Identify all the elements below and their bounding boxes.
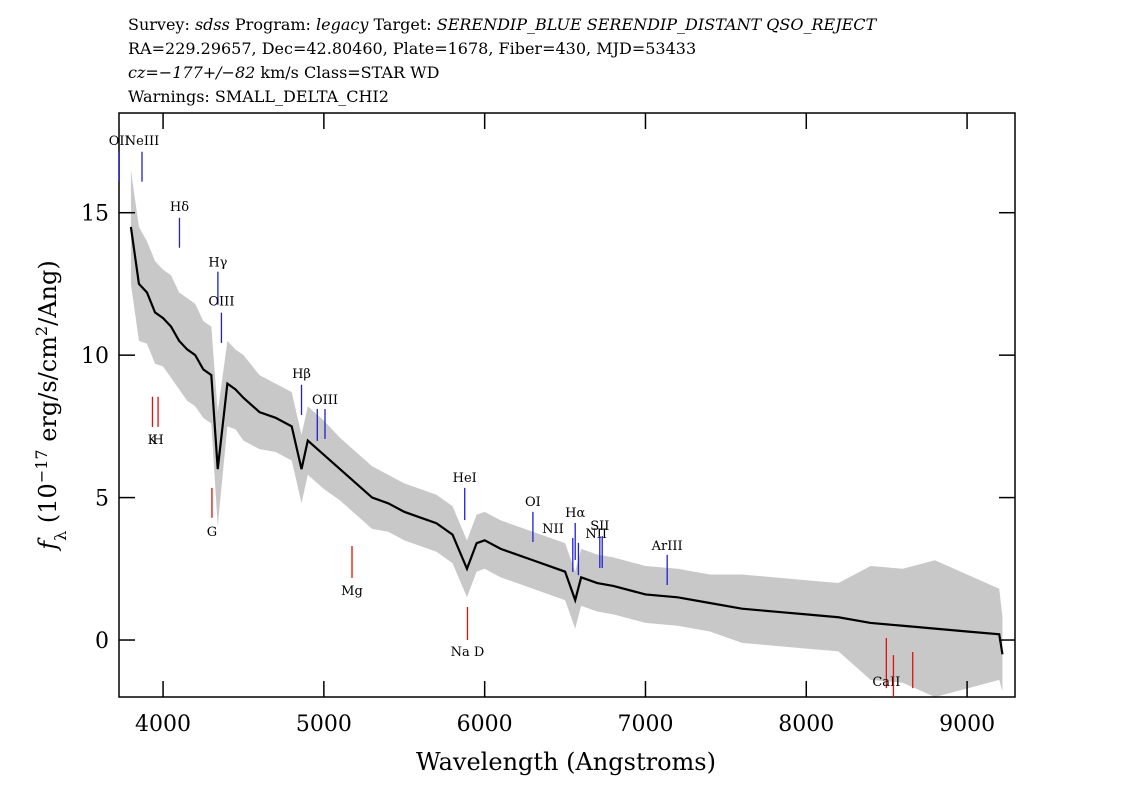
header-segment: km/s Class=STAR WD [255, 63, 439, 82]
spectral-line-label: SII [590, 519, 609, 534]
noise-band [130, 169, 1003, 697]
y-tick-label: 15 [81, 202, 109, 227]
x-tick-label: 9000 [939, 712, 995, 737]
flux-line [129, 226, 1004, 655]
y-axis-label-part: /Ang) [34, 260, 62, 326]
spectral-line-label: NII [542, 522, 564, 537]
spectral-line-label: K [148, 433, 158, 448]
spectral-line-label: NeIII [125, 134, 159, 149]
x-axis-label: Wavelength (Angstroms) [416, 748, 716, 776]
header-line: cz=−177+/−82 km/s Class=STAR WD [128, 63, 439, 82]
header-segment: SERENDIP_BLUE SERENDIP_DISTANT QSO_REJEC… [437, 15, 878, 34]
plot-area [129, 169, 1004, 697]
x-tick-label: 6000 [457, 712, 513, 737]
header-segment: legacy [316, 15, 369, 34]
header-segment: Survey: [128, 15, 195, 34]
spectral-line-label: Hδ [170, 200, 189, 215]
x-tick-label: 4000 [135, 712, 191, 737]
y-axis-label-part: −17 [32, 449, 51, 483]
header-segment: RA=229.29657, Dec=42.80460, Plate=1678, … [128, 39, 696, 58]
header-segment: cz=−177+/−82 [128, 63, 255, 82]
spectral-line-label: Hβ [292, 367, 311, 382]
spectral-line-label: H [152, 433, 163, 448]
y-tick-label: 0 [95, 629, 109, 654]
y-tick-label: 10 [81, 344, 109, 369]
spectral-line-label: ArIII [651, 539, 683, 554]
spectral-line-label: Mg [341, 584, 363, 599]
y-axis-label-part: erg/s/cm [34, 336, 62, 450]
header-segment: Target: [368, 15, 436, 34]
header-segment: sdss [195, 15, 230, 34]
spectral-line-label: Na D [451, 645, 485, 660]
header-line: Warnings: SMALL_DELTA_CHI2 [128, 87, 389, 106]
header-segment: Warnings: SMALL_DELTA_CHI2 [128, 87, 389, 106]
spectral-line-label: CaII [872, 675, 900, 690]
y-axis-label-part: 2 [32, 326, 51, 336]
x-tick-label: 8000 [778, 712, 834, 737]
header-line: Survey: sdss Program: legacy Target: SER… [128, 15, 878, 34]
header-segment: Program: [230, 15, 316, 34]
y-axis-label: fλ (10−17 erg/s/cm2/Ang) [32, 260, 70, 551]
spectral-line-label: OIII [312, 393, 338, 408]
y-axis-label-part: λ [51, 531, 70, 541]
spectral-line-label: OIII [208, 295, 234, 310]
y-axis-label-part: (10 [34, 483, 62, 531]
spectral-line-label: Hα [565, 506, 585, 521]
spectral-line-label: G [207, 525, 217, 540]
x-tick-label: 5000 [296, 712, 352, 737]
x-tick-label: 7000 [617, 712, 673, 737]
spectral-line-label: OII [109, 134, 130, 149]
plot-frame [118, 112, 1016, 698]
header-line: RA=229.29657, Dec=42.80460, Plate=1678, … [128, 39, 696, 58]
y-tick-label: 5 [95, 487, 109, 512]
spectral-line-label: HeI [453, 471, 477, 486]
spectral-line-label: Hγ [208, 256, 227, 271]
spectral-line-label: OI [525, 495, 541, 510]
